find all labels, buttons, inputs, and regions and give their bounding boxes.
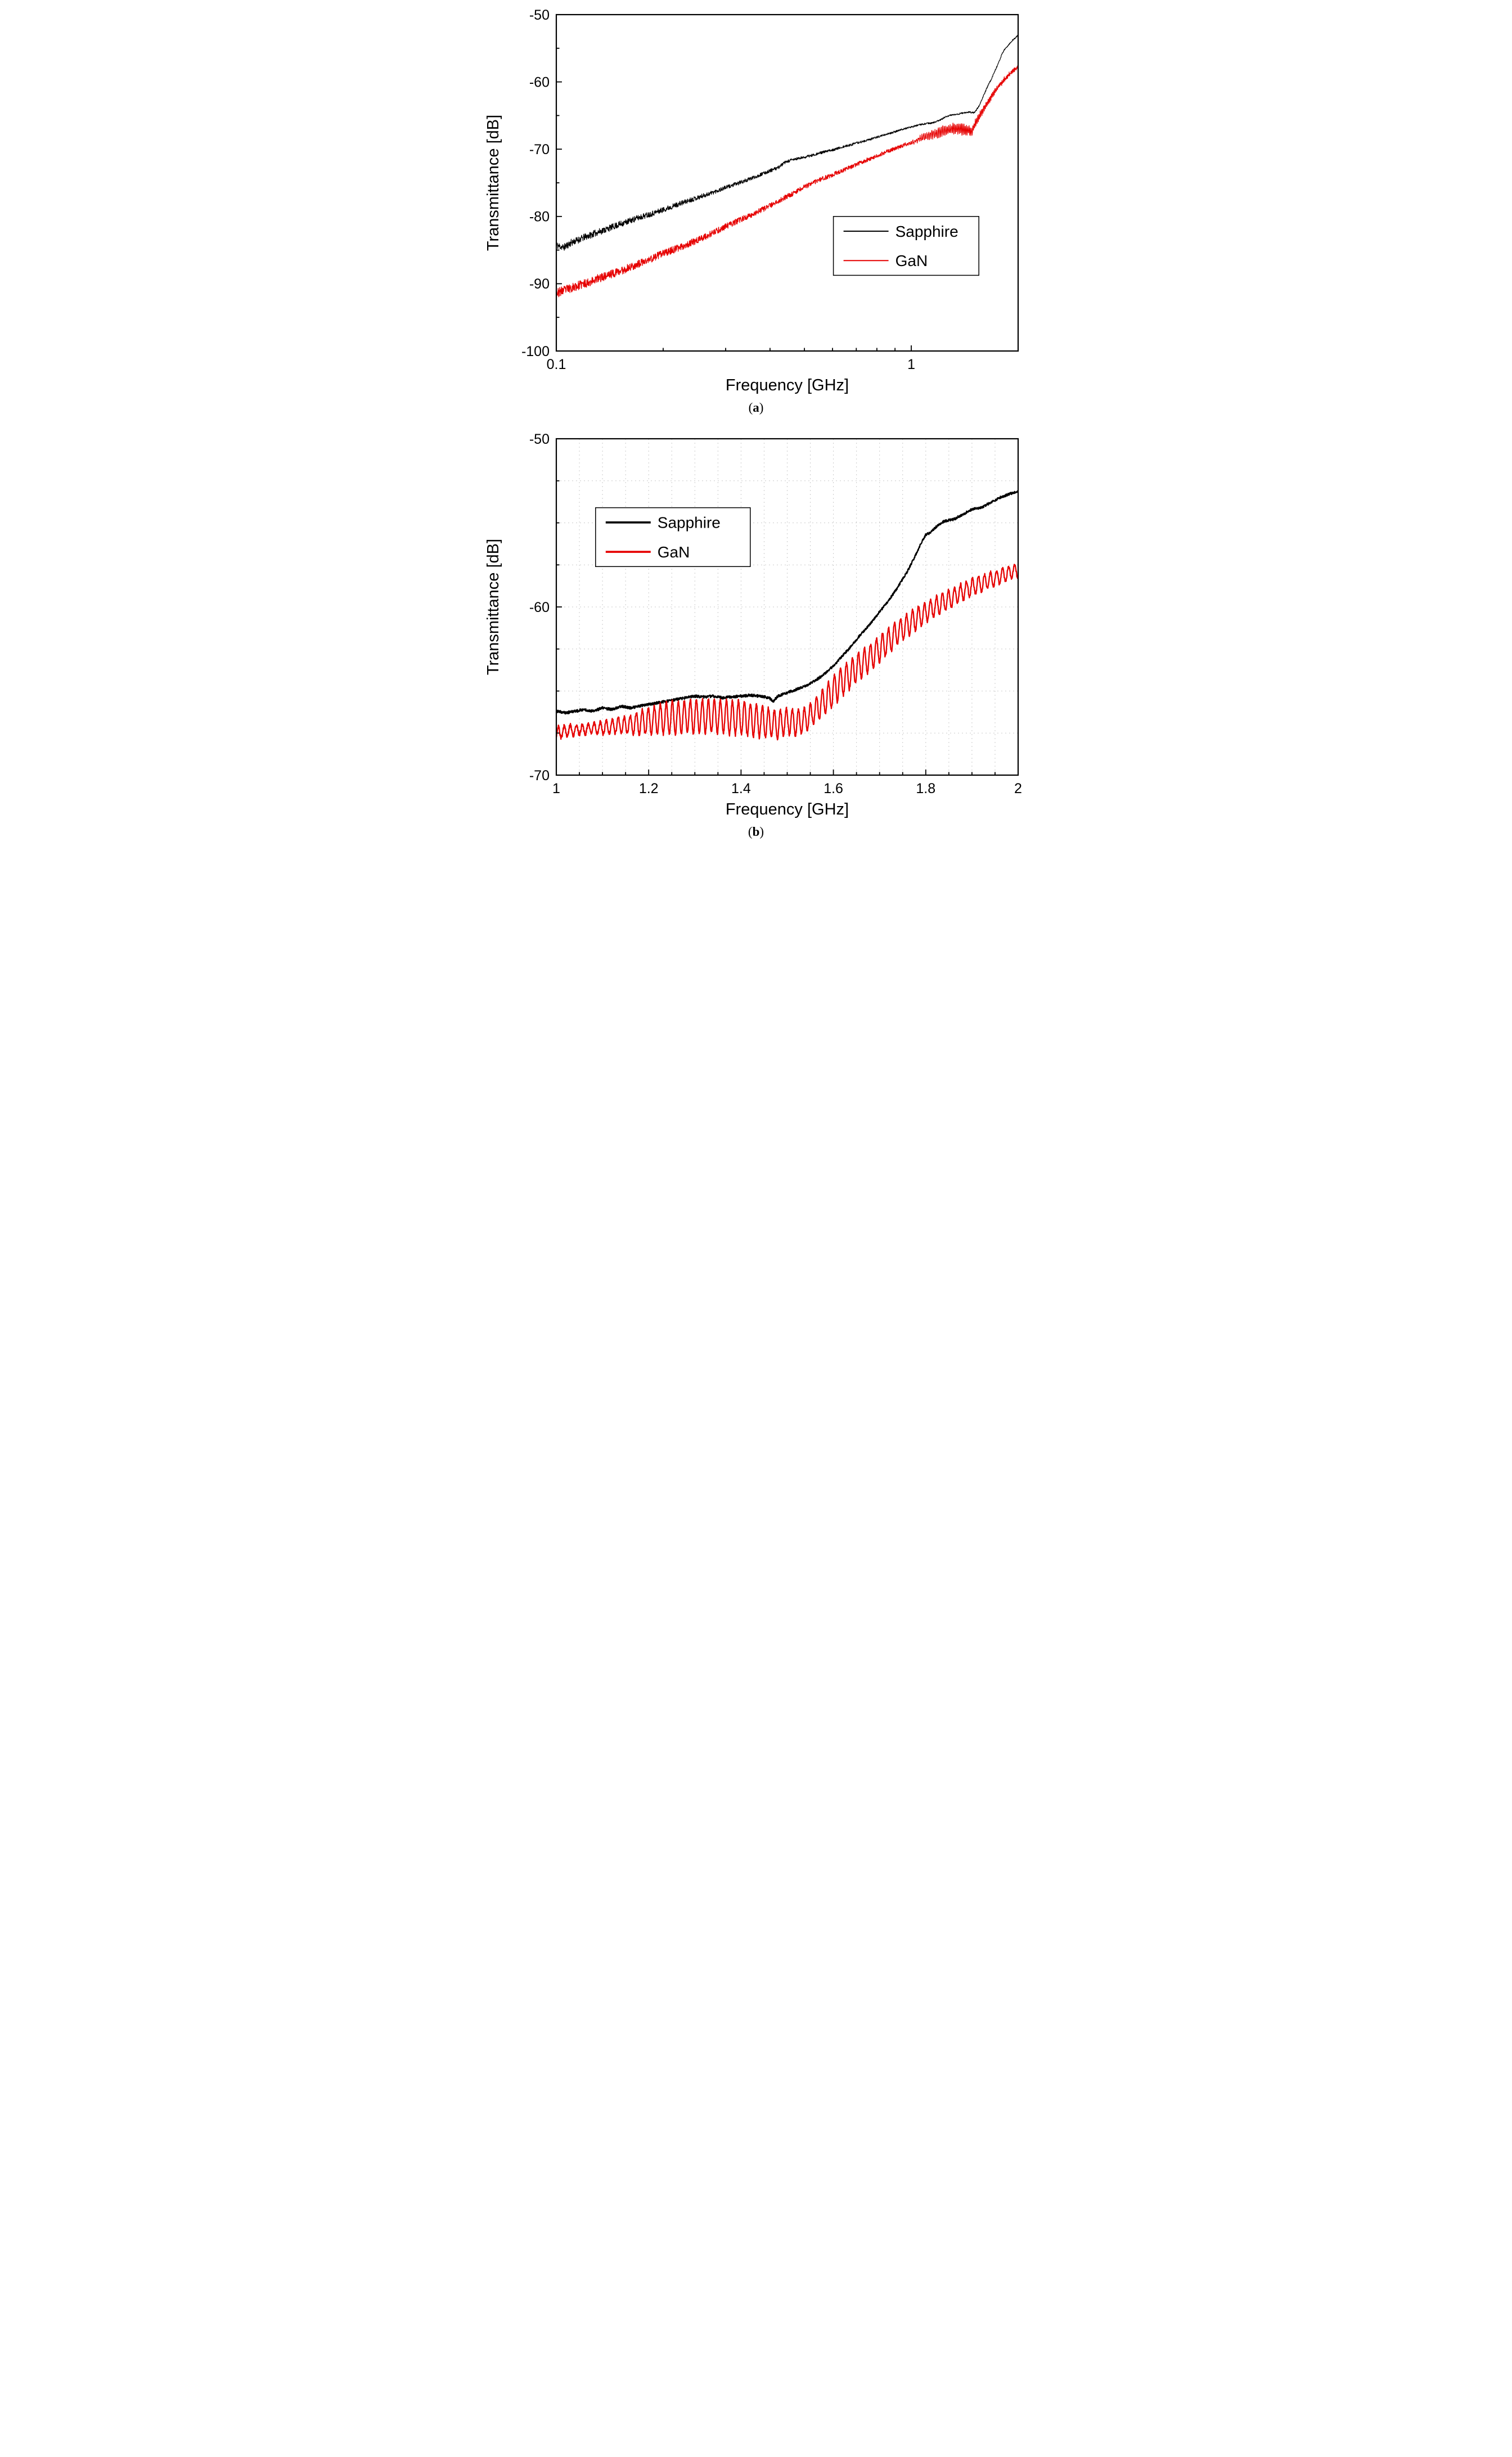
caption-a-post: ) bbox=[759, 400, 764, 415]
series-group bbox=[556, 34, 1018, 298]
x-tick-label: 1 bbox=[907, 357, 915, 372]
y-tick-label: -50 bbox=[529, 7, 550, 23]
x-tick-label: 0.1 bbox=[547, 357, 566, 372]
y-axis-label: Transmittance [dB] bbox=[484, 539, 502, 675]
plot-border bbox=[555, 14, 1019, 352]
caption-b-post: ) bbox=[759, 825, 764, 839]
figure-a: 0.1 1 -100 -90 -80 -70 -60 -50 Frequency [GHz] Tr… bbox=[480, 6, 1032, 415]
series-group bbox=[556, 490, 1018, 741]
y-tick-label: -90 bbox=[529, 276, 550, 292]
x-tick-label: 1.8 bbox=[916, 781, 935, 796]
legend: Sapphire GaN bbox=[832, 216, 979, 276]
caption-a-letter: a bbox=[753, 400, 759, 415]
x-tick-label: 1.6 bbox=[824, 781, 843, 796]
chart-a: 0.1 1 -100 -90 -80 -70 -60 -50 Frequency [GHz] Tr… bbox=[480, 6, 1032, 399]
gridlines bbox=[556, 439, 1018, 775]
x-axis-label: Frequency [GHz] bbox=[726, 376, 849, 394]
caption-b-pre: ( bbox=[748, 825, 753, 839]
axis-ticks bbox=[556, 438, 1019, 776]
legend-label-sapphire: Sapphire bbox=[658, 514, 721, 532]
axis-ticks bbox=[556, 14, 1019, 352]
legend-box bbox=[832, 216, 979, 276]
caption-b-letter: b bbox=[752, 825, 760, 839]
y-tick-label: -70 bbox=[529, 768, 550, 784]
figure-page: 0.1 1 -100 -90 -80 -70 -60 -50 Frequency [GHz] Tr… bbox=[480, 0, 1032, 865]
series-sapphire-line bbox=[556, 34, 1018, 251]
x-tick-label: 1.2 bbox=[639, 781, 659, 796]
legend: Sapphire GaN bbox=[595, 507, 751, 567]
series-gan-line bbox=[556, 564, 1018, 741]
x-axis-label: Frequency [GHz] bbox=[726, 800, 849, 818]
legend-label-gan: GaN bbox=[896, 252, 928, 269]
legend-label-gan: GaN bbox=[658, 543, 690, 561]
x-tick-label: 1 bbox=[552, 781, 560, 796]
x-tick-label: 2 bbox=[1014, 781, 1022, 796]
y-tick-label: -100 bbox=[521, 344, 550, 359]
series-gan-line bbox=[556, 65, 1018, 298]
caption-a: (a) bbox=[480, 400, 1032, 415]
caption-b: (b) bbox=[480, 825, 1032, 839]
y-tick-label: -50 bbox=[529, 431, 550, 447]
x-tick-label: 1.4 bbox=[731, 781, 751, 796]
caption-a-pre: ( bbox=[748, 400, 753, 415]
legend-label-sapphire: Sapphire bbox=[896, 223, 958, 240]
figure-b: 1 1.2 1.4 1.6 1.8 2 -70 -60 -50 Frequency [GHz] Tr… bbox=[480, 430, 1032, 839]
chart-b: 1 1.2 1.4 1.6 1.8 2 -70 -60 -50 Frequency [GHz] Tr… bbox=[480, 430, 1032, 824]
legend-box bbox=[595, 507, 751, 567]
series-sapphire-line bbox=[556, 490, 1018, 715]
y-tick-label: -60 bbox=[529, 600, 550, 615]
y-tick-label: -70 bbox=[529, 142, 550, 158]
y-tick-label: -60 bbox=[529, 74, 550, 90]
y-axis-label: Transmittance [dB] bbox=[484, 115, 502, 251]
y-tick-label: -80 bbox=[529, 209, 550, 225]
